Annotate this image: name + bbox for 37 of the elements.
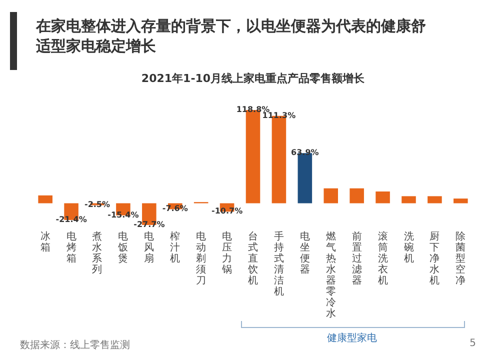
x-tick-label: 煮水系列 xyxy=(92,230,102,276)
data-label: -7.6% xyxy=(162,204,188,214)
x-tick-label: 滚筒洗衣机 xyxy=(378,230,388,286)
x-tick-label: 前置过滤器 xyxy=(352,230,362,286)
chart-subtitle: 2021年1-10月线上家电重点产品零售额增长 xyxy=(141,72,366,85)
x-tick-label: 电动剃须刀 xyxy=(196,230,206,286)
x-tick-label: 电风扇 xyxy=(144,230,154,264)
x-tick-label: 除菌型空净 xyxy=(456,230,466,286)
data-label: 63.9% xyxy=(291,148,319,158)
data-label: -15.4% xyxy=(108,210,139,220)
x-tick-label: 台式直饮机 xyxy=(247,230,258,286)
x-tick-label: 洗碗机 xyxy=(404,230,414,264)
data-label: -21.4% xyxy=(56,215,87,224)
bar xyxy=(402,196,416,204)
bar xyxy=(454,198,468,204)
bar xyxy=(350,188,364,204)
text: 健康型家电 xyxy=(326,332,378,345)
data-label: 111.3% xyxy=(262,110,296,120)
text: 5 xyxy=(470,338,476,349)
x-tick-label: 电压力锅 xyxy=(221,230,232,276)
data-label: -27.7% xyxy=(134,220,165,229)
bar xyxy=(38,195,52,204)
x-tick-label: 榨汁机 xyxy=(170,230,180,264)
data-label: -2.5% xyxy=(84,200,110,210)
bar xyxy=(376,191,390,204)
x-tick-label: 电饭煲 xyxy=(117,230,128,264)
bar xyxy=(324,188,338,204)
x-tick-label: 手持式清洁机 xyxy=(274,230,284,298)
x-tick-label: 电烤箱 xyxy=(66,230,76,264)
x-tick-label: 电坐便器 xyxy=(300,230,310,276)
source-note: 数据来源：线上零售监测 xyxy=(20,338,130,352)
chart-title: 在家电整体进入存量的背景下，以电坐便器为代表的健康舒适型家电稳定增长 xyxy=(36,16,427,56)
bar xyxy=(428,196,442,204)
data-label: -10.7% xyxy=(212,206,243,216)
x-tick-label: 冰箱 xyxy=(40,230,50,254)
x-tick-label: 厨下净水机 xyxy=(430,232,440,286)
x-tick-label: 燃气热水器零冷水 xyxy=(326,230,336,320)
